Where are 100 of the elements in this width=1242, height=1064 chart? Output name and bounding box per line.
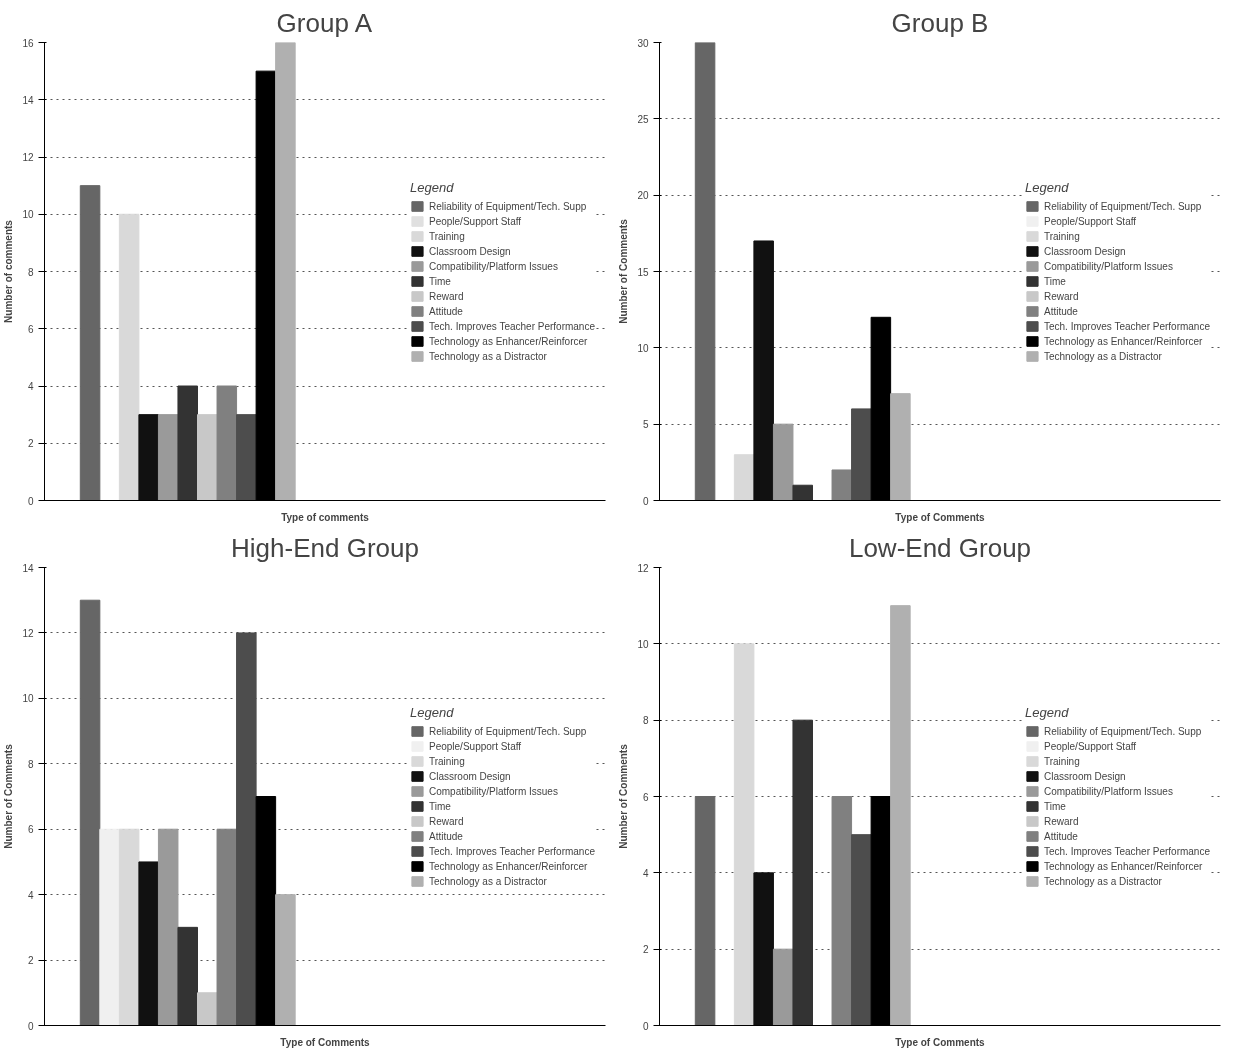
y-axis-title: Number of comments (3, 219, 15, 323)
bar (79, 599, 101, 1026)
legend-label: People/Support Staff (428, 215, 522, 227)
y-axis-title: Number of Comments (618, 743, 630, 849)
legend-label: Training (428, 755, 465, 767)
legend-label: Training (428, 230, 465, 242)
chart-title: Group B (891, 7, 989, 38)
bar (197, 992, 218, 1026)
legend-label: Technology as Enhancer/Reinforcer (428, 335, 588, 347)
bar (694, 796, 716, 1026)
y-tick-label: 0 (642, 1020, 649, 1032)
legend-label: Attitude (428, 305, 463, 317)
legend-label: Reliability of Equipment/Tech. Supp (1043, 725, 1202, 737)
legend-label: Attitude (428, 830, 463, 842)
legend-label: Tech. Improves Teacher Performance (1043, 845, 1210, 857)
bar (177, 385, 198, 501)
legend-label: Reliability of Equipment/Tech. Supp (1043, 200, 1202, 212)
bar (772, 423, 794, 501)
legend-label: Technology as a Distractor (1043, 350, 1162, 362)
legend-label: Classroom Design (1043, 770, 1126, 782)
chart-title: High-End Group (231, 532, 419, 563)
legend-label: Classroom Design (428, 770, 511, 782)
y-tick-label: 12 (22, 152, 34, 163)
legend-label: Time (1043, 275, 1066, 287)
legend-label: Technology as a Distractor (1043, 875, 1162, 887)
legend-label: Reward (1043, 815, 1079, 827)
bar (118, 213, 140, 501)
bar (118, 828, 140, 1026)
y-tick-label: 8 (642, 715, 649, 727)
legend-title: Legend (409, 180, 455, 195)
legend-label: Attitude (1043, 305, 1078, 317)
chart-title: Low-End Group (848, 532, 1032, 563)
legend-label: Compatibility/Platform Issues (428, 785, 558, 797)
bar (197, 414, 218, 501)
bar (753, 240, 774, 501)
legend-label: Technology as Enhancer/Reinforcer (1043, 335, 1203, 347)
bar (138, 414, 159, 501)
y-tick-label: 4 (27, 889, 34, 901)
y-tick-label: 5 (642, 419, 649, 431)
bar (216, 385, 238, 501)
bar (157, 414, 179, 501)
x-axis-title: Type of Comments (895, 511, 986, 523)
legend-label: Reward (428, 290, 464, 302)
legend-label: Technology as Enhancer/Reinforcer (1043, 860, 1203, 872)
legend-title: Legend (1024, 705, 1070, 720)
legend-label: People/Support Staff (1043, 215, 1137, 227)
bar (216, 828, 238, 1026)
legend-label: Tech. Improves Teacher Performance (428, 320, 595, 332)
legend-label: Attitude (1043, 830, 1078, 842)
y-tick-label: 12 (637, 562, 649, 574)
y-tick-label: 10 (637, 638, 649, 650)
bar (99, 828, 120, 1026)
y-tick-label: 10 (22, 693, 34, 705)
legend-label: Training (1043, 230, 1080, 242)
bar (236, 414, 257, 501)
y-tick-label: 6 (27, 323, 34, 335)
bar (753, 872, 774, 1026)
bar (851, 834, 872, 1026)
y-tick-label: 8 (27, 758, 34, 770)
y-tick-label: 30 (637, 37, 649, 49)
legend-label: Technology as Enhancer/Reinforcer (428, 860, 588, 872)
y-tick-label: 6 (642, 791, 649, 803)
y-tick-label: 0 (27, 1020, 34, 1032)
bar (772, 948, 794, 1026)
legend-label: Classroom Design (1043, 245, 1126, 257)
x-axis-title: Type of Comments (280, 1036, 371, 1048)
legend-label: People/Support Staff (428, 740, 522, 752)
legend-label: Training (1043, 755, 1080, 767)
y-tick-label: 10 (637, 342, 649, 354)
bar (890, 605, 911, 1026)
legend-label: Tech. Improves Teacher Performance (428, 845, 595, 857)
y-tick-label: 14 (22, 94, 34, 106)
bar (792, 484, 813, 501)
y-tick-label: 15 (637, 266, 649, 278)
legend-title: Legend (1024, 180, 1070, 195)
legend-label: Reward (1043, 290, 1079, 302)
bar (275, 894, 296, 1026)
legend-label: Compatibility/Platform Issues (428, 260, 558, 272)
legend-label: Reward (428, 815, 464, 827)
y-tick-label: 4 (642, 867, 649, 879)
y-tick-label: 10 (22, 209, 34, 221)
y-axis-title: Number of Comments (618, 218, 630, 324)
y-tick-label: 12 (22, 627, 34, 639)
y-tick-label: 16 (22, 37, 34, 49)
y-tick-label: 20 (637, 190, 649, 202)
bar (890, 393, 911, 501)
y-tick-label: 0 (27, 495, 34, 507)
y-tick-label: 0 (642, 495, 649, 507)
bar (79, 185, 101, 501)
legend-label: Time (1043, 800, 1066, 812)
legend-label: Compatibility/Platform Issues (1043, 785, 1173, 797)
x-axis-title: Type of comments (281, 511, 370, 523)
bar (851, 408, 872, 501)
bar (831, 796, 853, 1026)
bar (733, 643, 755, 1026)
legend-label: Reliability of Equipment/Tech. Supp (428, 725, 587, 737)
legend-title: Legend (409, 705, 455, 720)
y-tick-label: 4 (27, 381, 34, 392)
y-tick-label: 8 (27, 266, 34, 278)
bar (733, 454, 755, 501)
